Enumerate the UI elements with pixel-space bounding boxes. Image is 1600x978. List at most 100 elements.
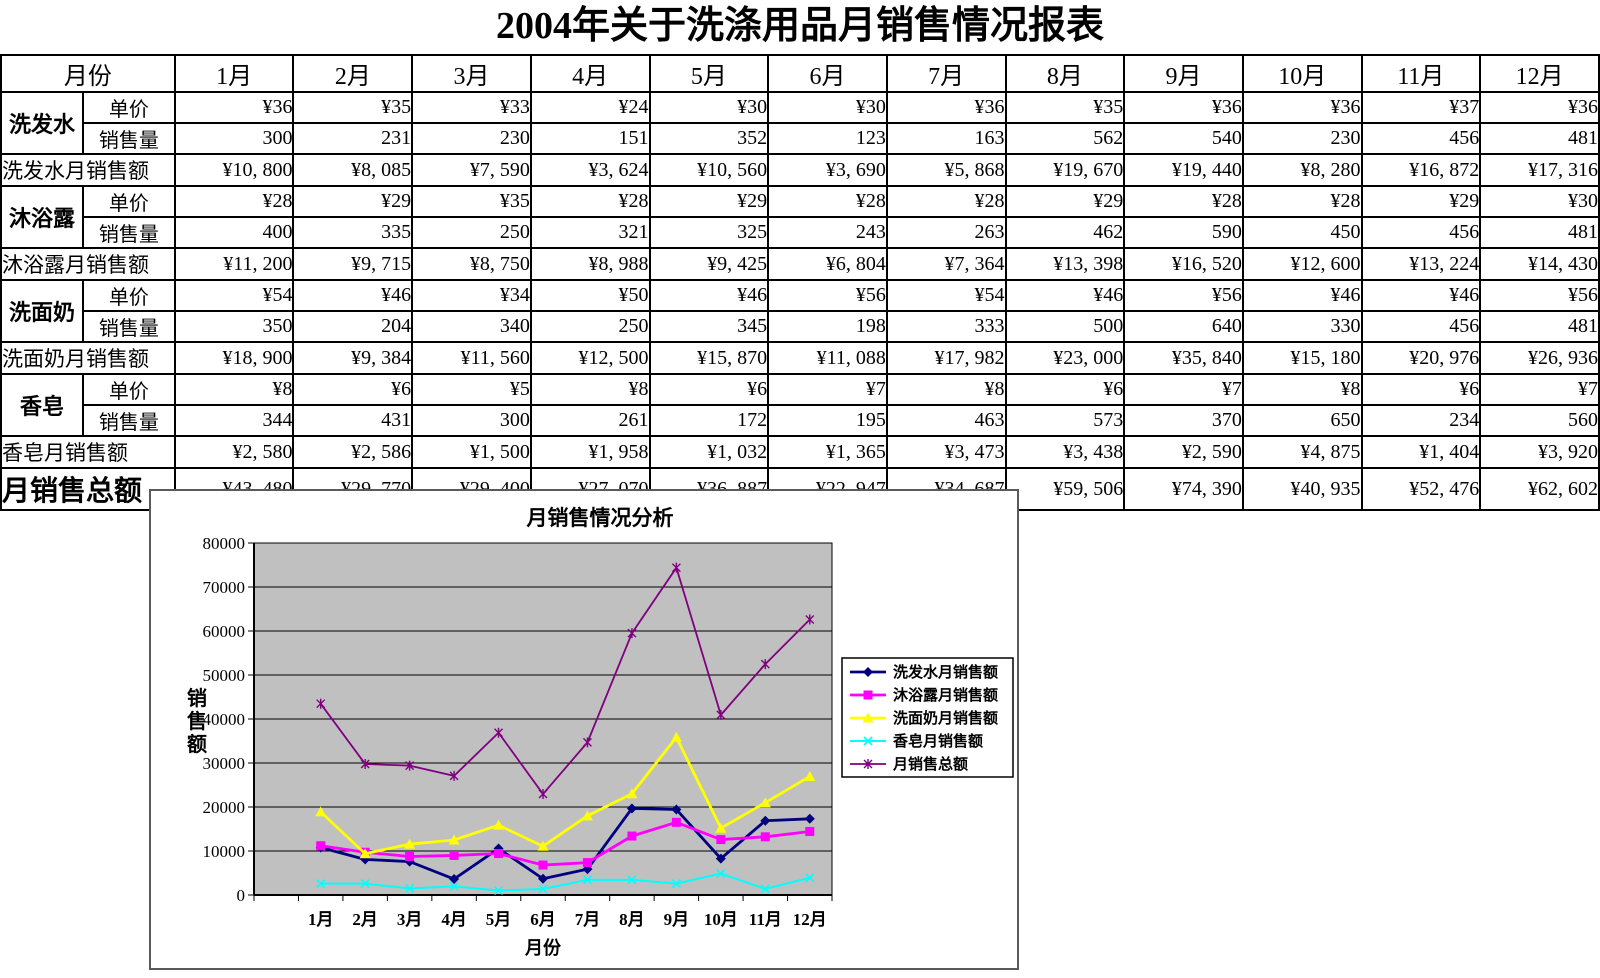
volume-cell: 204 [292,310,414,343]
unit-price-cell: ¥46 [292,279,414,312]
unit-price-cell: ¥54 [885,279,1007,312]
row-label-cell: 销售量 [81,122,176,155]
sales-value-cell: ¥10, 800 [173,153,295,187]
unit-price-cell: ¥35 [1004,91,1126,124]
volume-cell: 560 [1479,404,1600,437]
chart-canvas: 0 10000 20000 30000 40000 50000 60000 70000 8000… [187,506,1014,958]
series-marker-cleanser [804,770,816,781]
report-title: 2004年关于洗涤用品月销售情况报表 [495,5,1104,47]
sales-value-cell: ¥3, 624 [529,153,651,187]
legend-item-marker-soap [863,736,873,746]
sales-value-cell: ¥2, 586 [292,435,414,469]
sales-value-cell: ¥8, 988 [529,247,651,281]
sales-value-cell: ¥17, 316 [1479,153,1600,187]
product-name-cell: 洗面奶 [0,279,84,343]
sales-value-cell: ¥9, 425 [648,247,770,281]
unit-price-cell: ¥56 [1123,279,1244,312]
x-tick-label: 10月 [704,910,738,929]
sales-value-cell: ¥7, 590 [411,153,532,187]
volume-cell: 450 [1241,216,1363,249]
x-tick-label: 6月 [530,910,556,929]
month-header: 3月 [411,54,532,93]
total-value-cell: ¥40, 935 [1241,467,1363,511]
table-row-unit-price: 香皂 单价 ¥8 ¥6 ¥5 ¥8 ¥6 ¥7 ¥8 ¥6 ¥7 ¥8 ¥6 ¥7 [0,373,1600,437]
unit-price-cell: ¥28 [885,185,1007,218]
volume-cell: 300 [411,404,532,437]
series-marker-total [405,760,415,771]
sales-value-cell: ¥12, 500 [529,341,651,375]
volume-cell: 321 [529,216,651,249]
x-tick-label: 5月 [486,910,512,929]
sales-value-cell: ¥2, 590 [1123,435,1244,469]
series-marker-shampoo [715,853,726,864]
unit-price-cell: ¥34 [411,279,532,312]
sales-value-cell: ¥18, 900 [173,341,295,375]
series-line-total [319,565,811,796]
volume-cell: 350 [173,310,295,343]
series-marker-total [494,727,504,738]
sales-value-cell: ¥3, 438 [1004,435,1126,469]
volume-cell: 431 [292,404,414,437]
legend-label-bodywash: 沐浴露月销售额 [893,686,998,704]
unit-price-cell: ¥28 [767,185,888,218]
unit-price-cell: ¥7 [1479,373,1600,406]
sales-value-cell: ¥35, 840 [1123,341,1244,375]
sales-value-cell: ¥9, 384 [292,341,414,375]
series-marker-soap [716,868,726,879]
unit-price-cell: ¥36 [173,91,295,124]
sales-value-cell: ¥16, 520 [1123,247,1244,281]
legend-item-marker-total [863,759,873,769]
unit-price-cell: ¥33 [411,91,532,124]
y-tick-label: 80000 [203,534,246,553]
unit-price-cell: ¥8 [885,373,1007,406]
series-marker-cleanser [626,788,638,799]
unit-price-cell: ¥29 [292,185,414,218]
month-header: 5月 [648,54,770,93]
unit-price-cell: ¥29 [1004,185,1126,218]
series-marker-bodywash [316,841,326,851]
x-tick-label: 8月 [619,910,645,929]
x-axis-label: 月份 [524,937,562,958]
series-marker-cleanser [670,731,682,742]
unit-price-cell: ¥29 [1360,185,1482,218]
volume-cell: 263 [885,216,1007,249]
table-row-monthly-sales: 沐浴露月销售额 ¥11, 200 ¥9, 715 ¥8, 750 ¥8, 988 ¥9, … [0,247,1600,281]
sales-value-cell: ¥26, 936 [1479,341,1600,375]
volume-cell: 352 [648,122,770,155]
unit-price-cell: ¥28 [1123,185,1244,218]
table-row-volume: 销售量 350 204 340 250 345 198 333 500 640 330 456 481 [1,310,1600,343]
sales-value-cell: ¥8, 750 [411,247,532,281]
sales-value-cell: ¥23, 000 [1004,341,1126,375]
volume-cell: 243 [767,216,888,249]
sales-chart: 0 10000 20000 30000 40000 50000 60000 70000 8000… [149,489,1019,970]
y-axis-label: 销 [187,686,207,710]
series-marker-cleanser [581,810,593,821]
unit-price-cell: ¥30 [648,91,770,124]
sales-value-cell: ¥9, 715 [292,247,414,281]
series-marker-soap [760,884,770,894]
volume-cell: 330 [1241,310,1363,343]
unit-price-cell: ¥8 [173,373,295,406]
row-label-cell: 单价 [81,373,176,406]
series-marker-bodywash [627,831,637,841]
row-label-cell: 单价 [81,91,176,124]
series-marker-soap [627,875,637,885]
total-row-label: 月销售总额 [0,467,176,511]
sales-value-cell: ¥3, 920 [1479,435,1600,469]
series-marker-shampoo [804,813,815,824]
unit-price-cell: ¥7 [1123,373,1244,406]
month-header: 11月 [1360,54,1482,93]
table-row-volume: 销售量 300 231 230 151 352 123 163 562 540 230 456 481 [1,122,1600,155]
volume-cell: 481 [1479,216,1600,249]
volume-cell: 573 [1004,404,1126,437]
table-row-unit-price: 洗发水 单价 ¥36 ¥35 ¥33 ¥24 ¥30 ¥30 ¥36 ¥35 ¥36 ¥36 ¥37 ¥3… [0,91,1600,155]
sales-value-cell: ¥19, 440 [1123,153,1244,187]
unit-price-cell: ¥56 [767,279,888,312]
volume-cell: 333 [885,310,1007,343]
unit-price-cell: ¥46 [1241,279,1363,312]
unit-price-cell: ¥30 [767,91,888,124]
series-marker-total [760,659,770,670]
unit-price-cell: ¥50 [529,279,651,312]
volume-cell: 300 [173,122,295,155]
unit-price-cell: ¥36 [1241,91,1363,124]
